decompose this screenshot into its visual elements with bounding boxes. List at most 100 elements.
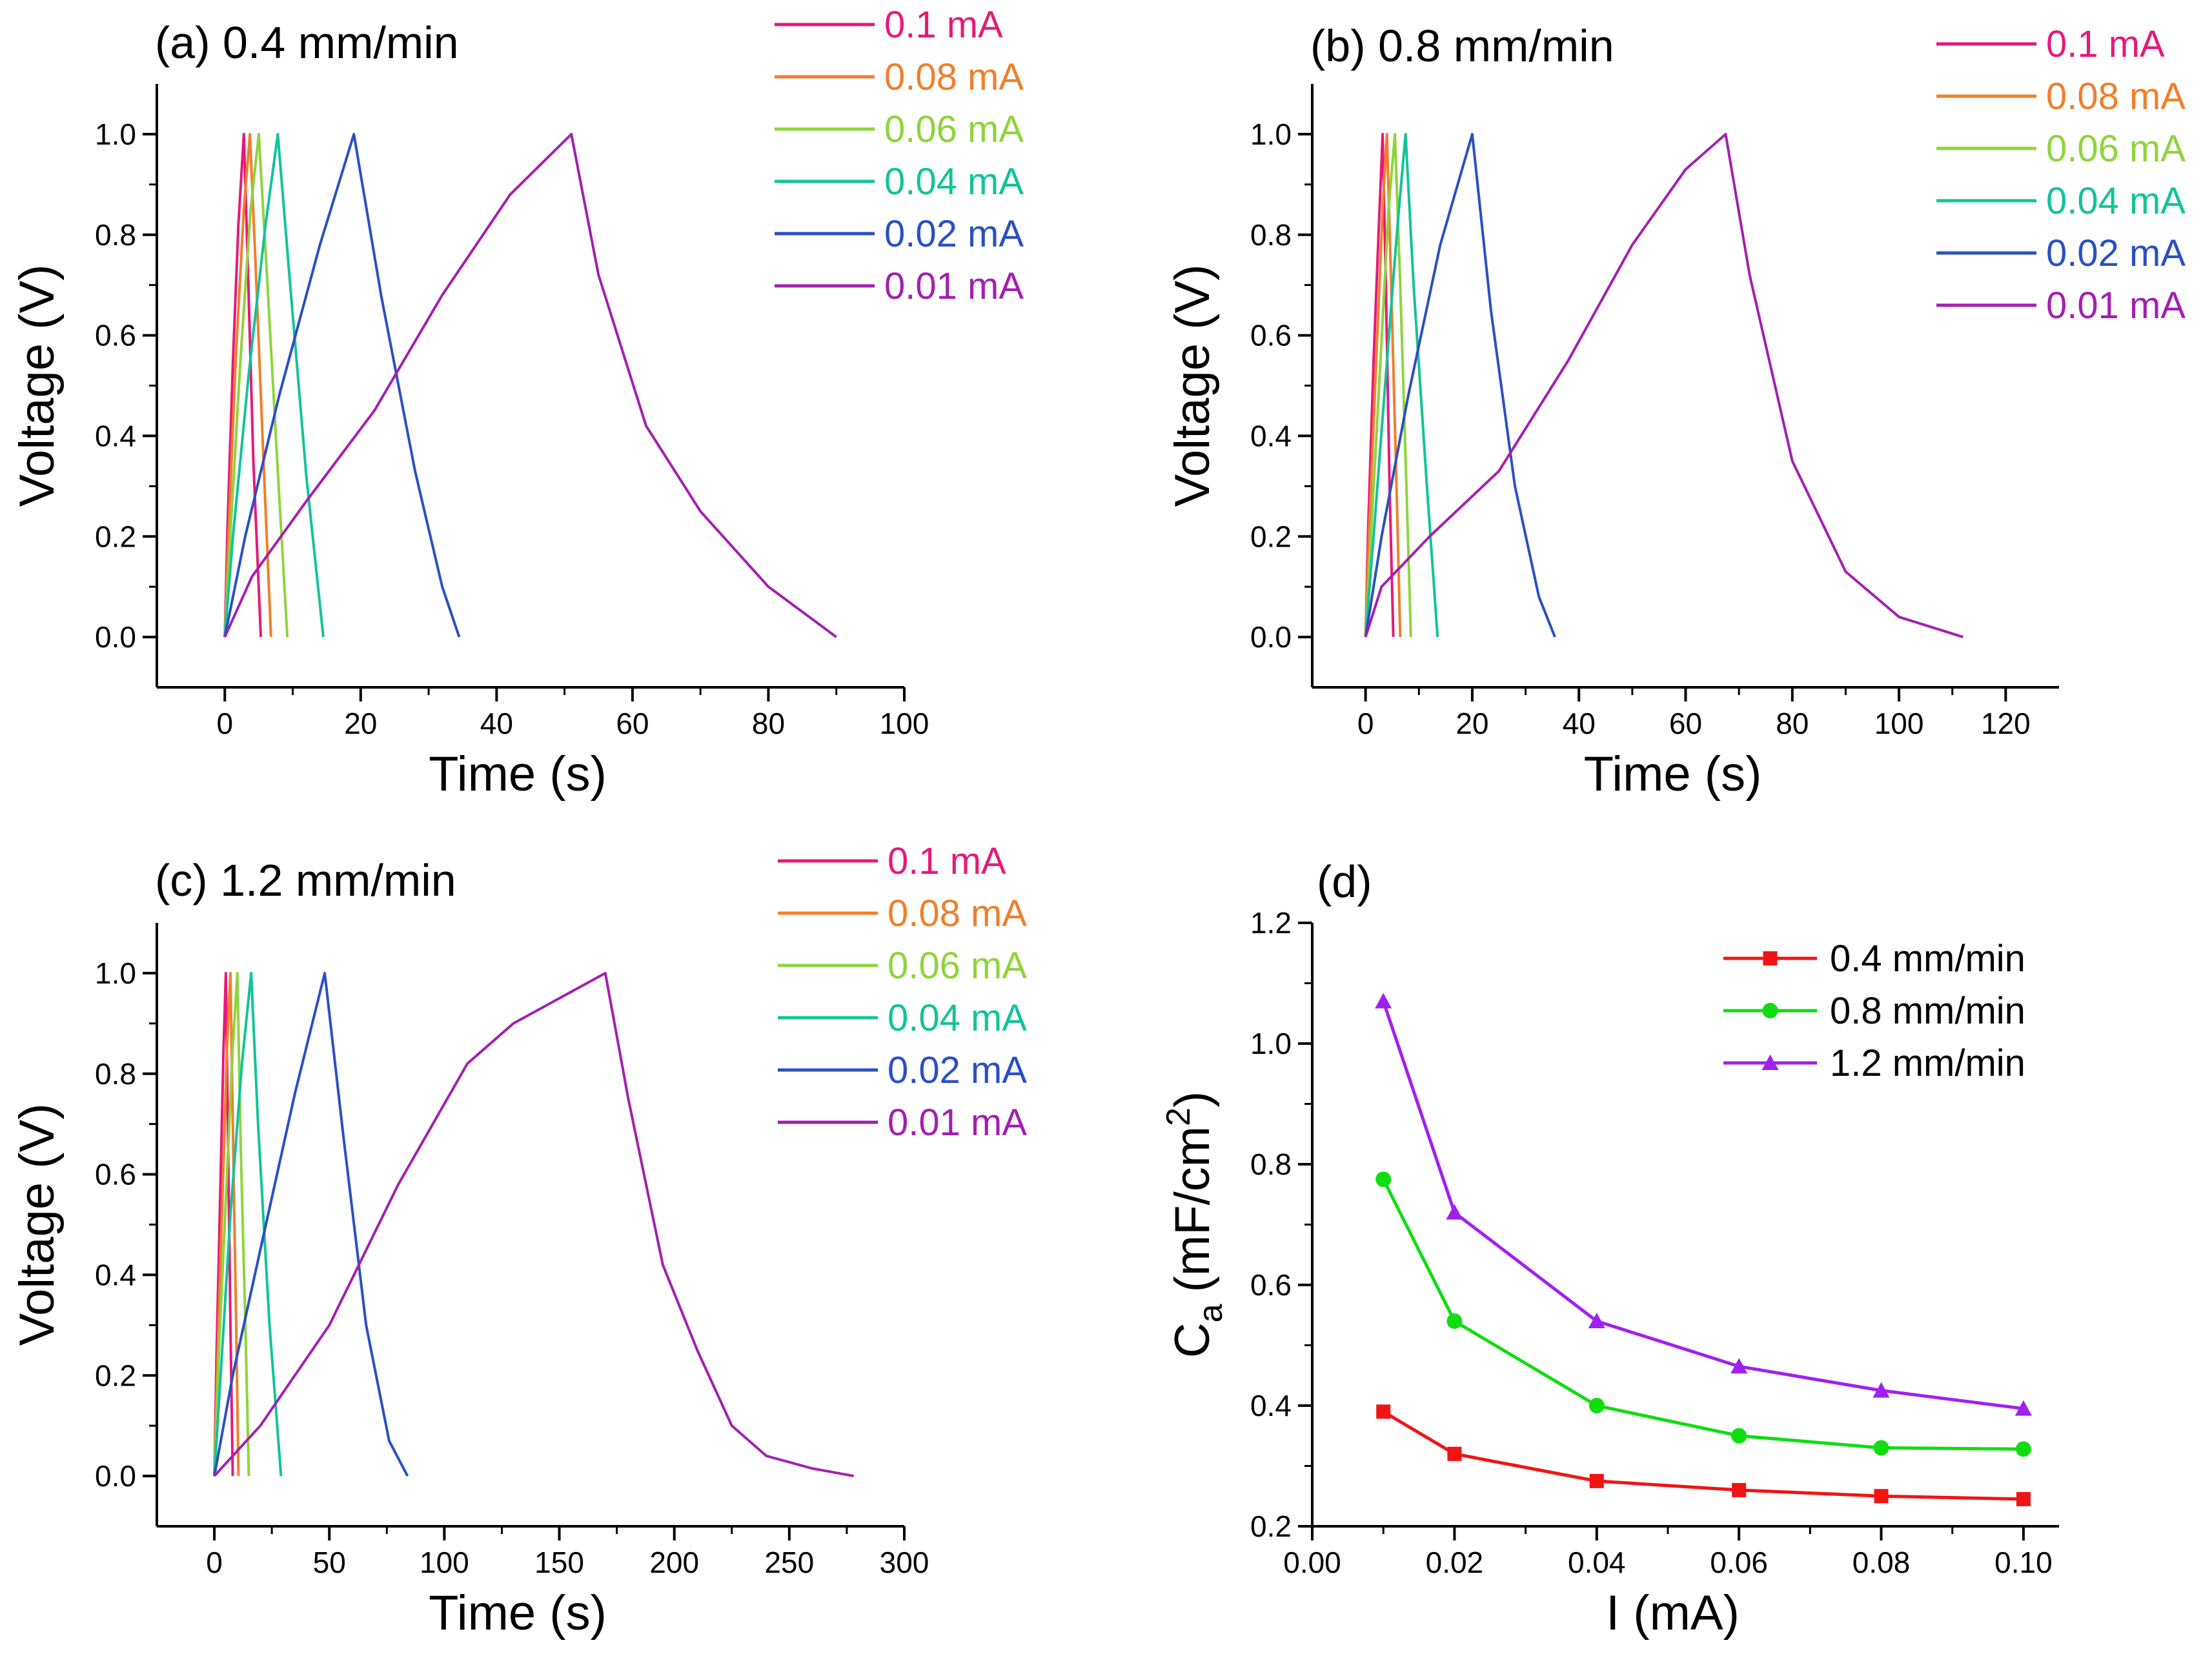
series-line-0-06-mA bbox=[213, 971, 250, 1477]
y-tick-label: 0.2 bbox=[1250, 520, 1292, 553]
series-line-0-02-mA bbox=[213, 971, 409, 1477]
x-tick-label: 100 bbox=[1874, 707, 1924, 740]
y-tick-label: 0.2 bbox=[95, 520, 136, 553]
series-line-0-01-mA bbox=[223, 132, 837, 638]
legend-label: 0.1 mA bbox=[884, 4, 1003, 46]
data-point bbox=[1446, 1204, 1463, 1220]
legend-label: 0.06 mA bbox=[884, 108, 1024, 150]
y-label-close: ) bbox=[1165, 1091, 1220, 1107]
legend-marker bbox=[1761, 1055, 1779, 1070]
x-tick-label: 20 bbox=[1456, 707, 1488, 740]
x-axis-label: Time (s) bbox=[1584, 747, 1762, 802]
y-axis-label: Voltage (V) bbox=[10, 265, 65, 507]
x-tick-label: 100 bbox=[420, 1546, 469, 1579]
x-tick-label: 0.06 bbox=[1710, 1546, 1768, 1579]
series-line-0-1-mA bbox=[1364, 132, 1395, 638]
chart-panel-d: 0.00 0.02 0.04 0.06 0.08 0.10 0.2 0.4 0.6 0.8 1.0 1… bbox=[1160, 856, 2059, 1641]
legend-label: 0.1 mA bbox=[2046, 23, 2165, 65]
x-tick-label: 80 bbox=[752, 707, 785, 740]
data-point bbox=[1873, 1440, 1889, 1456]
series-line-0-01-mA bbox=[1364, 132, 1963, 638]
x-tick-label: 200 bbox=[649, 1546, 699, 1579]
x-tick-label: 0 bbox=[1357, 707, 1374, 740]
legend-label: 0.04 mA bbox=[2046, 180, 2186, 222]
chart-panel-c: 0 50 100 150 200 250 300 0.0 0.2 0.4 0.6 0.8 1.0 (c) … bbox=[10, 840, 1027, 1641]
x-tick-label: 0 bbox=[206, 1546, 223, 1579]
chart-panel-a: 0 20 40 60 80 100 0.0 0.2 0.4 0.6 0.8 1.0 (a) 0.4 mm… bbox=[10, 4, 1024, 802]
y-tick-label: 1.0 bbox=[1250, 117, 1292, 151]
chart-title: (d) bbox=[1317, 856, 1372, 907]
y-tick-label: 0.8 bbox=[95, 1057, 136, 1091]
series-line-0-8-mm-min bbox=[1381, 1178, 2024, 1451]
legend-label: 0.1 mA bbox=[888, 840, 1006, 882]
series-line-0-06-mA bbox=[1364, 132, 1412, 638]
y-label-main: C bbox=[1165, 1322, 1220, 1358]
data-point bbox=[1375, 993, 1392, 1009]
data-point bbox=[2014, 1400, 2032, 1416]
y-label-sup: 2 bbox=[1160, 1107, 1197, 1126]
series-line-0-04-mA bbox=[223, 132, 325, 638]
legend-label: 0.06 mA bbox=[888, 945, 1027, 987]
series-line-1-2-mm-min bbox=[1381, 1000, 2024, 1411]
legend-marker bbox=[1762, 1003, 1778, 1018]
y-tick-label: 0.8 bbox=[95, 218, 136, 252]
x-tick-label: 300 bbox=[880, 1546, 929, 1579]
y-tick-label: 1.0 bbox=[1250, 1027, 1292, 1060]
series-line-0-1-mA bbox=[213, 971, 234, 1477]
x-tick-label: 40 bbox=[1563, 707, 1596, 740]
legend-label: 0.02 mA bbox=[2046, 232, 2186, 274]
y-label-sub: a bbox=[1192, 1304, 1230, 1322]
legend-label: 0.4 mm/min bbox=[1830, 938, 2025, 980]
y-axis-label: Ca (mF/cm2) bbox=[1160, 1091, 1230, 1358]
legend-label: 0.06 mA bbox=[2046, 128, 2186, 170]
data-point bbox=[1589, 1473, 1604, 1488]
legend-label: 0.04 mA bbox=[888, 997, 1027, 1039]
x-axis-label: I (mA) bbox=[1606, 1586, 1740, 1641]
y-tick-label: 0.6 bbox=[95, 319, 136, 352]
y-tick-label: 0.4 bbox=[95, 1258, 136, 1291]
y-tick-label: 0.0 bbox=[95, 620, 136, 654]
y-tick-label: 0.2 bbox=[95, 1358, 136, 1392]
data-point bbox=[1872, 1382, 1890, 1398]
series-line-0-08-mA bbox=[223, 132, 272, 638]
y-tick-label: 0.0 bbox=[95, 1459, 136, 1493]
y-tick-label: 0.4 bbox=[1250, 419, 1292, 452]
y-tick-label: 0.2 bbox=[1250, 1510, 1292, 1543]
y-tick-label: 1.2 bbox=[1250, 906, 1292, 940]
x-tick-label: 0.02 bbox=[1426, 1546, 1484, 1579]
data-point bbox=[1732, 1482, 1747, 1497]
data-point bbox=[1447, 1446, 1462, 1461]
series-line-0-4-mm-min bbox=[1382, 1410, 2024, 1501]
x-tick-label: 20 bbox=[344, 707, 377, 740]
legend-label: 0.04 mA bbox=[884, 161, 1024, 203]
x-tick-label: 60 bbox=[1669, 707, 1702, 740]
x-tick-label: 0 bbox=[216, 707, 233, 740]
data-point bbox=[1588, 1313, 1605, 1329]
legend-label: 0.8 mm/min bbox=[1830, 990, 2025, 1032]
x-tick-label: 120 bbox=[1981, 707, 2031, 740]
x-tick-label: 0.10 bbox=[1994, 1546, 2053, 1579]
data-point bbox=[1375, 1171, 1392, 1187]
y-tick-label: 0.6 bbox=[1250, 1268, 1292, 1302]
x-tick-label: 250 bbox=[764, 1546, 814, 1579]
y-axis-label: Voltage (V) bbox=[1165, 265, 1220, 507]
x-tick-label: 40 bbox=[480, 707, 513, 740]
x-tick-label: 0.04 bbox=[1568, 1546, 1626, 1579]
series-line-0-04-mA bbox=[213, 971, 283, 1477]
data-point bbox=[1874, 1489, 1889, 1504]
x-tick-label: 0.08 bbox=[1852, 1546, 1911, 1579]
data-point bbox=[2016, 1491, 2031, 1506]
y-tick-label: 1.0 bbox=[95, 956, 136, 990]
y-tick-label: 0.4 bbox=[1250, 1389, 1292, 1422]
data-point bbox=[1446, 1313, 1463, 1329]
chart-title: (a) 0.4 mm/min bbox=[155, 17, 459, 68]
series-line-0-1-mA bbox=[223, 132, 263, 638]
chart-panel-b: 0 20 40 60 80 100 120 0.0 0.2 0.4 0.6 0.8 1.0 (b) 0.8… bbox=[1165, 21, 2186, 802]
legend-label: 0.08 mA bbox=[888, 893, 1027, 934]
y-tick-label: 0.8 bbox=[1250, 218, 1292, 252]
y-tick-label: 1.0 bbox=[95, 117, 136, 151]
y-tick-label: 0.4 bbox=[95, 419, 136, 452]
y-tick-label: 0.8 bbox=[1250, 1147, 1292, 1181]
y-tick-label: 0.6 bbox=[95, 1158, 136, 1191]
x-tick-label: 80 bbox=[1776, 707, 1809, 740]
